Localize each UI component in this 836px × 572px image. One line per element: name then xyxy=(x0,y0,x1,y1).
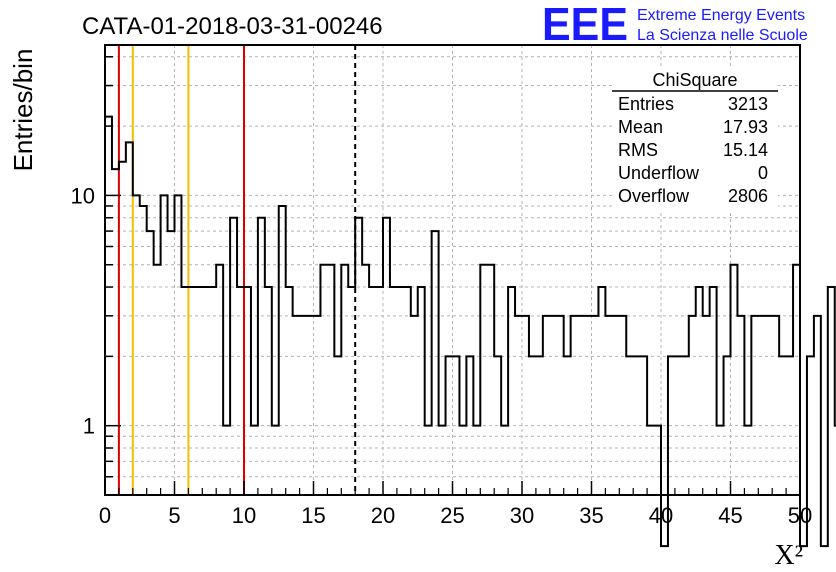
stats-row-label: Overflow xyxy=(618,186,690,206)
x-tick-label: 50 xyxy=(788,503,812,528)
x-tick-label: 25 xyxy=(440,503,464,528)
x-tick-labels: 0 5 10 15 20 25 30 35 40 45 50 xyxy=(99,503,812,528)
y-tick-label: 10 xyxy=(71,183,95,208)
x-axis-label: X² xyxy=(774,540,803,571)
x-tick-label: 5 xyxy=(168,503,180,528)
x-tick-label: 10 xyxy=(232,503,256,528)
axis-ticks xyxy=(104,56,801,496)
stats-row-value: 3213 xyxy=(728,94,768,114)
stats-row-value: 17.93 xyxy=(723,117,768,137)
logo-line-1: Extreme Energy Events xyxy=(637,7,805,24)
y-axis-label: Entries/bin xyxy=(8,49,38,172)
histogram-series xyxy=(105,115,836,548)
stats-box: ChiSquare Entries 3213 Mean 17.93 RMS 15.14 Un… xyxy=(612,68,778,210)
stats-row-label: Mean xyxy=(618,117,663,137)
stats-row-label: Underflow xyxy=(618,163,700,183)
reference-lines xyxy=(117,45,357,495)
eee-logo: EEE xyxy=(542,0,628,50)
x-tick-label: 0 xyxy=(99,503,111,528)
chart-title: CATA-01-2018-03-31-00246 xyxy=(82,13,383,40)
x-tick-label: 45 xyxy=(718,503,742,528)
x-tick-label: 30 xyxy=(510,503,534,528)
y-tick-labels: 1 10 xyxy=(71,183,95,438)
stats-row-label: RMS xyxy=(618,140,658,160)
x-tick-label: 15 xyxy=(301,503,325,528)
stats-rows: Entries 3213 Mean 17.93 RMS 15.14 Underflow 0 Ov… xyxy=(618,94,768,206)
stats-title: ChiSquare xyxy=(652,70,737,90)
x-tick-label: 35 xyxy=(579,503,603,528)
x-tick-label: 40 xyxy=(649,503,673,528)
stats-row-value: 0 xyxy=(758,163,768,183)
stats-row-value: 2806 xyxy=(728,186,768,206)
stats-row-label: Entries xyxy=(618,94,674,114)
logo-line-2: La Scienza nelle Scuole xyxy=(637,27,808,44)
stats-row-value: 15.14 xyxy=(723,140,768,160)
y-tick-label: 1 xyxy=(83,414,95,439)
x-tick-label: 20 xyxy=(371,503,395,528)
